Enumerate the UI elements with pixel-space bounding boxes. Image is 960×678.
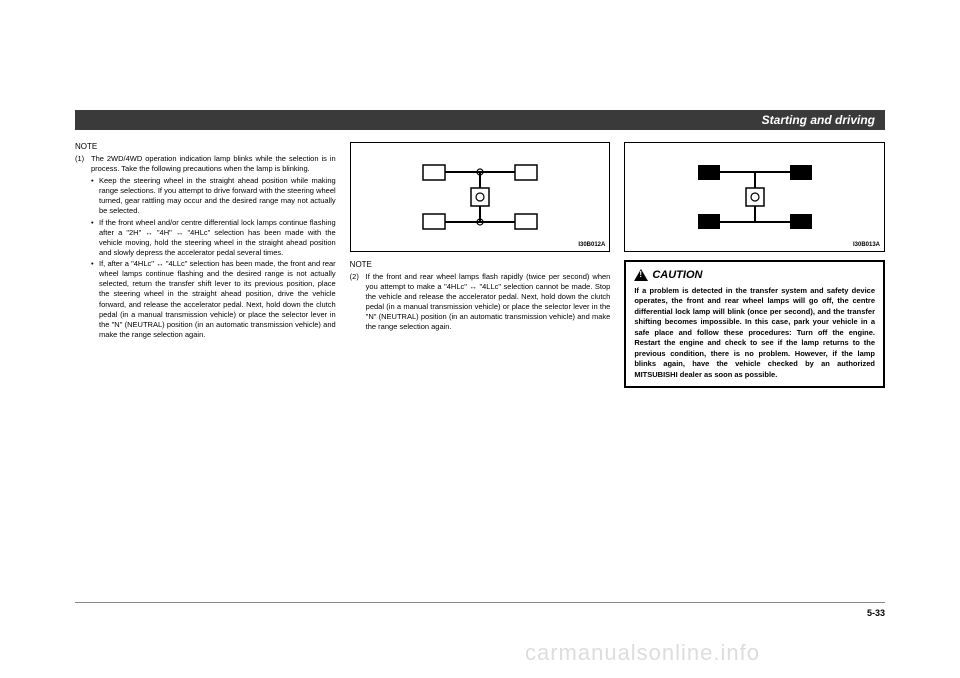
bullet-mark: • bbox=[91, 218, 99, 259]
content-columns: NOTE (1) The 2WD/4WD operation indicatio… bbox=[75, 142, 885, 388]
page-number: 5-33 bbox=[867, 608, 885, 618]
bullet-text: If, after a "4HLc" ↔ "4LLc" selection ha… bbox=[99, 259, 336, 340]
caution-label: CAUTION bbox=[652, 268, 702, 283]
figure-1: I30B012A bbox=[350, 142, 611, 252]
bullet-mark: • bbox=[91, 259, 99, 340]
bullet-text: Keep the steering wheel in the straight … bbox=[99, 176, 336, 217]
footer-rule bbox=[75, 602, 885, 603]
bullet-3: • If, after a "4HLc" ↔ "4LLc" selection … bbox=[91, 259, 336, 340]
figure-2: I30B013A bbox=[624, 142, 885, 252]
figure-label: I30B012A bbox=[578, 241, 605, 249]
watermark: carmanualsonline.info bbox=[525, 640, 760, 666]
section-header: Starting and driving bbox=[75, 110, 885, 130]
figure-label: I30B013A bbox=[853, 241, 880, 249]
caution-box: CAUTION If a problem is detected in the … bbox=[624, 260, 885, 388]
note-label: NOTE bbox=[75, 142, 336, 153]
caution-title: CAUTION bbox=[634, 268, 875, 283]
bullet-1: • Keep the steering wheel in the straigh… bbox=[91, 176, 336, 217]
drivetrain-diagram-2 bbox=[690, 157, 820, 237]
note-number: (2) bbox=[350, 272, 366, 333]
bullet-mark: • bbox=[91, 176, 99, 217]
column-1: NOTE (1) The 2WD/4WD operation indicatio… bbox=[75, 142, 336, 388]
warning-icon bbox=[634, 269, 648, 281]
note-text: If the front and rear wheel lamps flash … bbox=[366, 272, 611, 333]
bullet-text: If the front wheel and/or centre differe… bbox=[99, 218, 336, 259]
column-3: I30B013A CAUTION If a problem is detecte… bbox=[624, 142, 885, 388]
note-item-2: (2) If the front and rear wheel lamps fl… bbox=[350, 272, 611, 333]
column-2: I30B012A NOTE (2) If the front and rear … bbox=[350, 142, 611, 388]
bullet-2: • If the front wheel and/or centre diffe… bbox=[91, 218, 336, 259]
note-number: (1) bbox=[75, 154, 91, 174]
note-label: NOTE bbox=[350, 260, 611, 271]
drivetrain-diagram-1 bbox=[415, 157, 545, 237]
caution-text: If a problem is detected in the transfer… bbox=[634, 286, 875, 381]
note-item-1: (1) The 2WD/4WD operation indication lam… bbox=[75, 154, 336, 174]
note-text: The 2WD/4WD operation indication lamp bl… bbox=[91, 154, 336, 174]
